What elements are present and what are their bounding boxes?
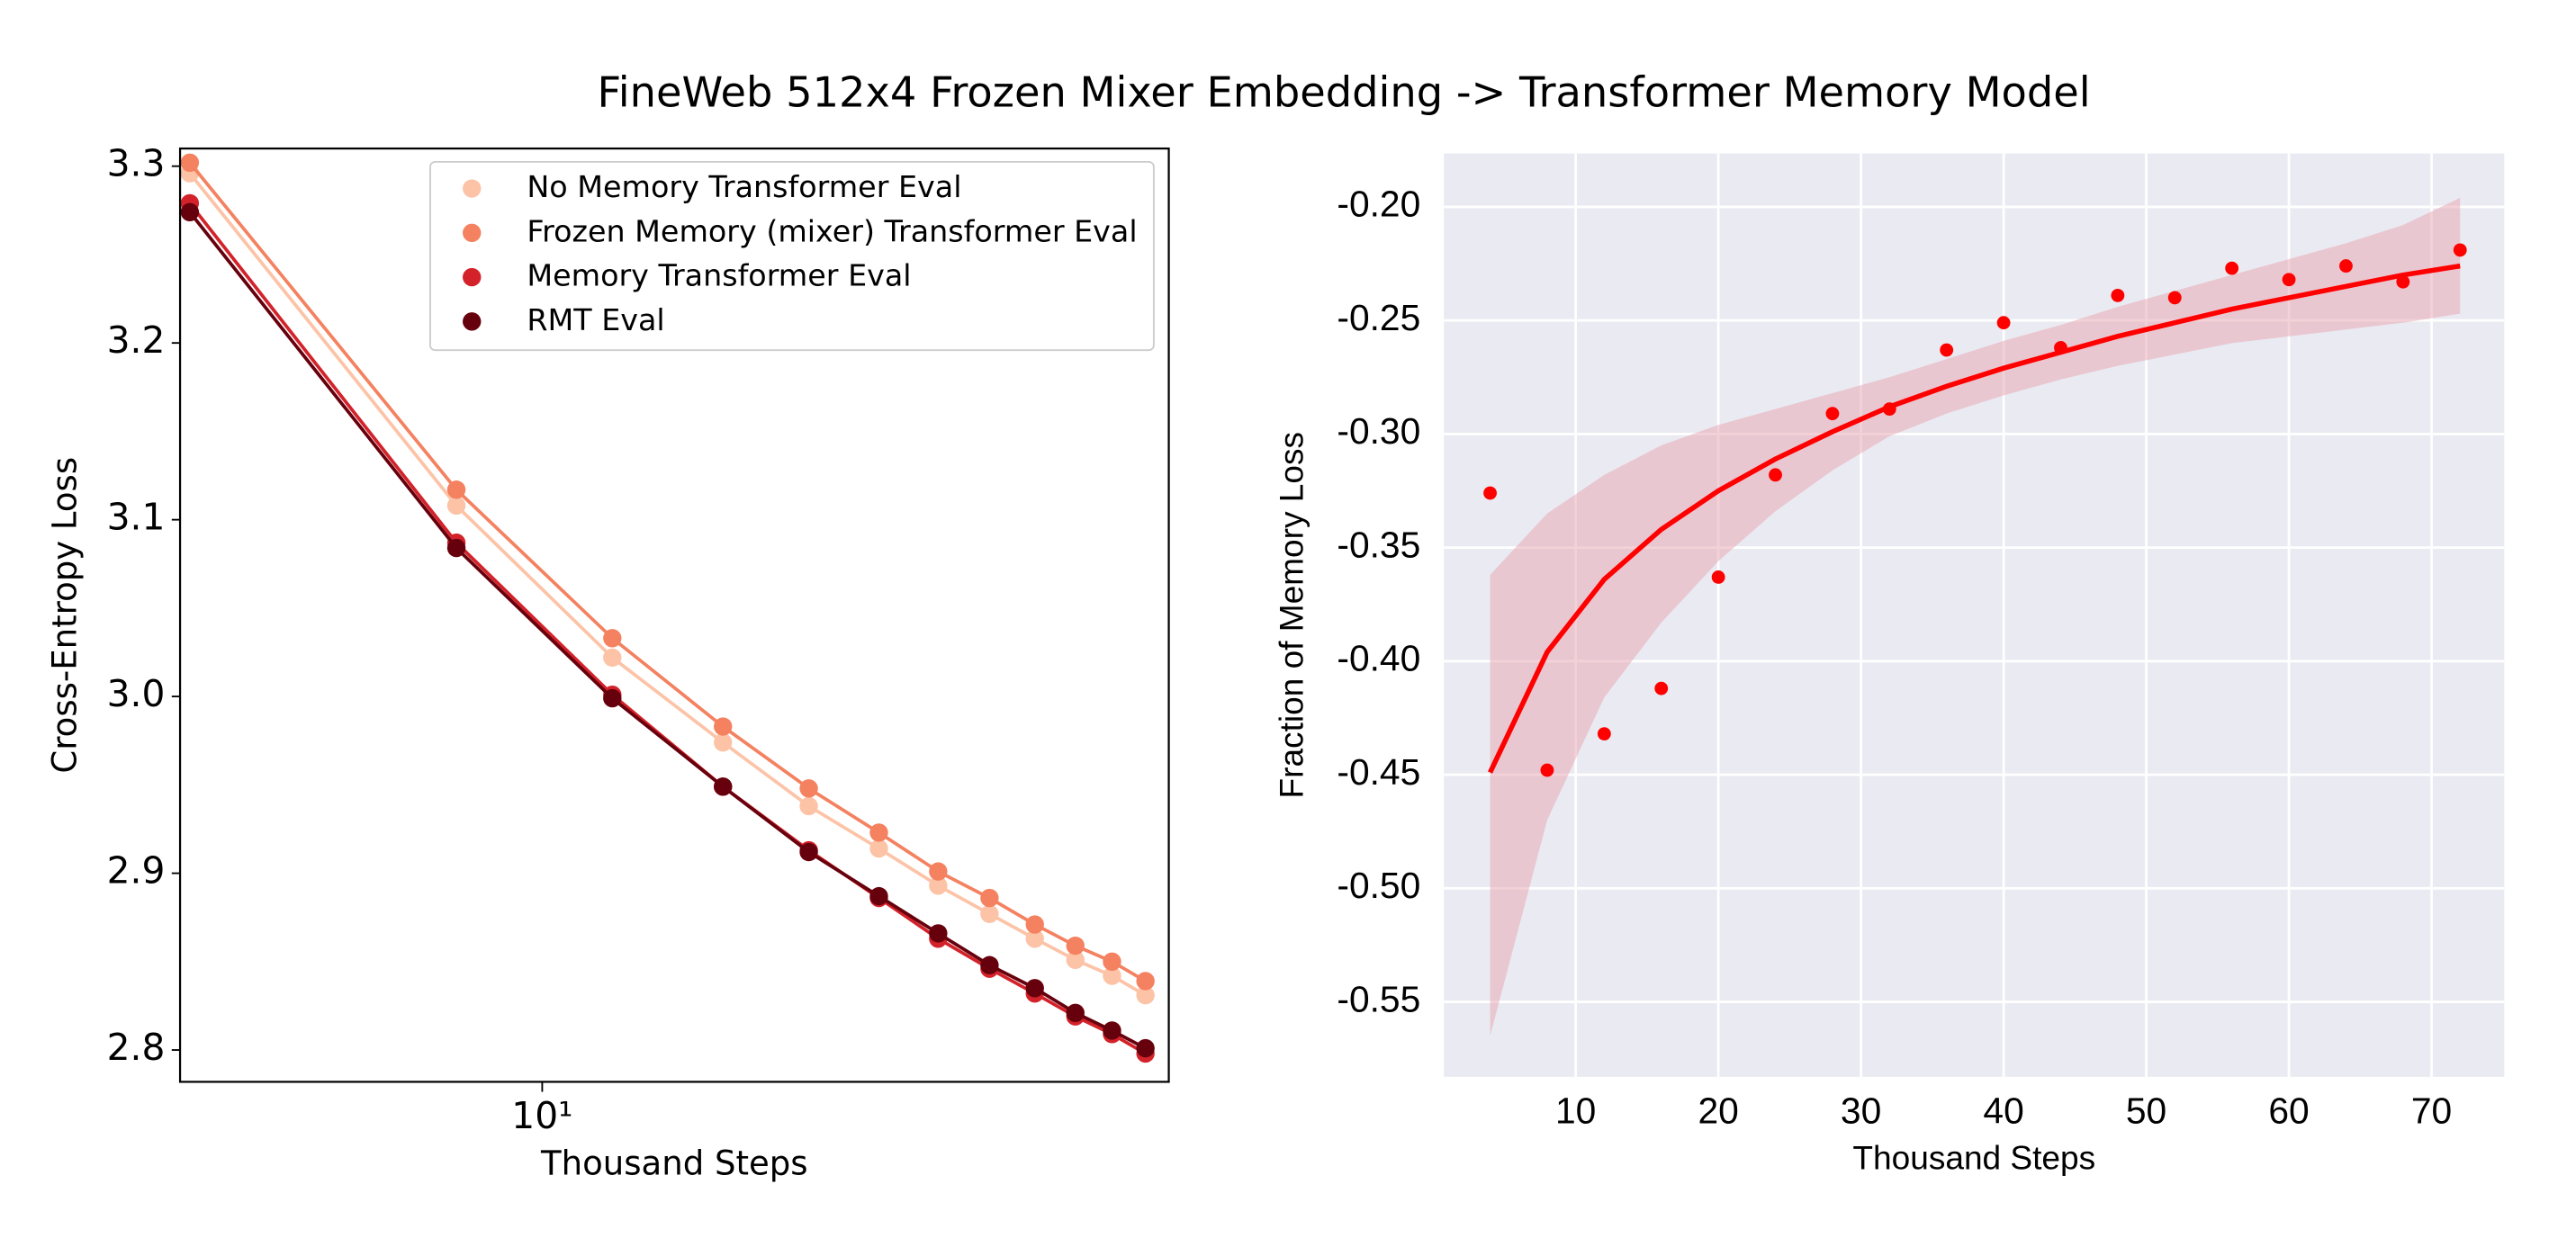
data-point: [2111, 288, 2125, 302]
x-tick-label: 70: [2411, 1090, 2452, 1131]
y-tick-label: 3.1: [107, 496, 166, 539]
legend-label: RMT Eval: [527, 302, 664, 337]
data-point: [1103, 952, 1121, 972]
figure-title: FineWeb 512x4 Frozen Mixer Embedding -> …: [598, 67, 2091, 116]
data-point: [929, 862, 948, 881]
legend-label: Frozen Memory (mixer) Transformer Eval: [527, 213, 1137, 248]
x-axis-label: Thousand Steps: [1852, 1138, 2095, 1176]
legend-label: No Memory Transformer Eval: [527, 169, 961, 204]
y-tick-label: 2.9: [107, 849, 166, 893]
data-point: [980, 888, 999, 908]
data-point: [1136, 985, 1155, 1005]
data-point: [180, 153, 200, 172]
x-tick-label: 50: [2126, 1090, 2166, 1131]
data-point: [2167, 291, 2182, 305]
data-point: [1882, 402, 1896, 417]
data-point: [799, 796, 818, 816]
data-point: [929, 876, 948, 895]
x-tick-label: 60: [2268, 1090, 2309, 1131]
x-tick-label: 10: [1555, 1090, 1596, 1131]
data-point: [1825, 407, 1840, 421]
data-point: [2453, 243, 2467, 257]
data-point: [1654, 681, 1669, 695]
data-point: [1066, 950, 1085, 970]
data-point: [869, 823, 888, 842]
data-point: [1996, 316, 2011, 330]
data-point: [799, 842, 818, 862]
data-point: [1540, 763, 1554, 777]
data-point: [799, 779, 818, 798]
data-point: [603, 629, 622, 648]
legend-marker: [463, 312, 482, 331]
data-point: [1025, 979, 1044, 998]
x-axis-label: Thousand Steps: [540, 1144, 808, 1183]
y-axis-label: Cross-Entropy Loss: [46, 457, 85, 774]
legend-marker: [463, 179, 482, 198]
data-point: [1940, 343, 1954, 357]
y-tick-label: -0.30: [1337, 410, 1420, 452]
y-tick-label: 3.3: [107, 142, 166, 185]
data-point: [869, 839, 888, 858]
data-point: [1711, 570, 1725, 584]
data-point: [714, 733, 733, 752]
data-point: [1066, 1003, 1085, 1022]
y-tick-label: -0.45: [1337, 751, 1420, 793]
data-point: [446, 496, 466, 516]
data-point: [180, 202, 200, 221]
data-point: [869, 886, 888, 906]
y-tick-label: -0.35: [1337, 524, 1420, 565]
data-point: [446, 538, 466, 558]
data-point: [2282, 273, 2296, 287]
legend-marker: [463, 223, 482, 242]
y-tick-label: 3.0: [107, 672, 166, 715]
legend-box: [428, 160, 1155, 352]
data-point: [1136, 972, 1155, 991]
data-point: [1025, 929, 1044, 948]
data-point: [1025, 915, 1044, 934]
data-point: [1483, 486, 1497, 500]
x-tick-label: 30: [1841, 1090, 1881, 1131]
data-point: [980, 955, 999, 974]
data-point: [1103, 1021, 1121, 1040]
x-tick-label: 10¹: [511, 1094, 572, 1137]
data-point: [980, 904, 999, 923]
y-tick-label: 2.8: [107, 1026, 166, 1069]
y-axis-label: Fraction of Memory Loss: [1272, 432, 1310, 798]
data-point: [603, 648, 622, 668]
y-tick-label: -0.50: [1337, 865, 1420, 906]
y-tick-label: -0.40: [1337, 638, 1420, 679]
data-point: [1597, 727, 1611, 741]
y-tick-label: -0.20: [1337, 184, 1420, 225]
data-point: [2054, 341, 2067, 354]
legend-label: Memory Transformer Eval: [527, 258, 911, 293]
y-tick-label: 3.2: [107, 318, 166, 362]
fit-line: [1488, 263, 2461, 774]
data-point: [714, 717, 733, 736]
x-tick-label: 40: [1983, 1090, 2023, 1131]
y-tick-label: -0.25: [1337, 297, 1420, 338]
data-point: [1136, 1038, 1155, 1058]
data-point: [1769, 468, 1782, 482]
x-tick-label: 20: [1698, 1090, 1738, 1131]
data-point: [929, 924, 948, 943]
data-point: [2225, 261, 2239, 275]
data-point: [446, 480, 466, 499]
data-point: [2396, 274, 2410, 289]
y-tick-label: -0.55: [1337, 978, 1420, 1019]
data-point: [603, 688, 622, 708]
data-point: [2339, 259, 2353, 273]
legend-marker: [463, 267, 482, 287]
data-point: [714, 777, 733, 796]
data-point: [1103, 966, 1121, 985]
plot-frame: [178, 147, 1170, 1083]
data-point: [1066, 936, 1085, 955]
